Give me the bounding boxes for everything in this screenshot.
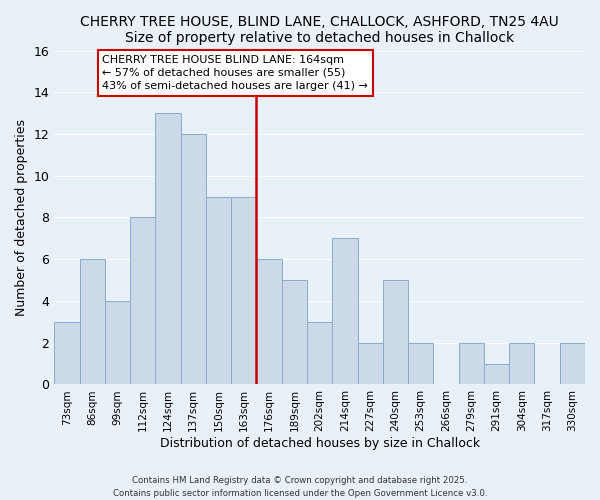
Bar: [332, 238, 358, 384]
Bar: [484, 364, 509, 384]
Bar: [105, 301, 130, 384]
Bar: [155, 113, 181, 384]
Bar: [206, 196, 231, 384]
Y-axis label: Number of detached properties: Number of detached properties: [15, 119, 28, 316]
Bar: [383, 280, 408, 384]
Title: CHERRY TREE HOUSE, BLIND LANE, CHALLOCK, ASHFORD, TN25 4AU
Size of property rela: CHERRY TREE HOUSE, BLIND LANE, CHALLOCK,…: [80, 15, 559, 45]
Bar: [509, 342, 535, 384]
Text: CHERRY TREE HOUSE BLIND LANE: 164sqm
← 57% of detached houses are smaller (55)
4: CHERRY TREE HOUSE BLIND LANE: 164sqm ← 5…: [103, 54, 368, 91]
Bar: [408, 342, 433, 384]
Bar: [256, 259, 282, 384]
Bar: [307, 322, 332, 384]
Bar: [54, 322, 80, 384]
Bar: [80, 259, 105, 384]
Bar: [282, 280, 307, 384]
Text: Contains HM Land Registry data © Crown copyright and database right 2025.
Contai: Contains HM Land Registry data © Crown c…: [113, 476, 487, 498]
Bar: [458, 342, 484, 384]
Bar: [560, 342, 585, 384]
Bar: [231, 196, 256, 384]
Bar: [358, 342, 383, 384]
X-axis label: Distribution of detached houses by size in Challock: Distribution of detached houses by size …: [160, 437, 480, 450]
Bar: [130, 218, 155, 384]
Bar: [181, 134, 206, 384]
